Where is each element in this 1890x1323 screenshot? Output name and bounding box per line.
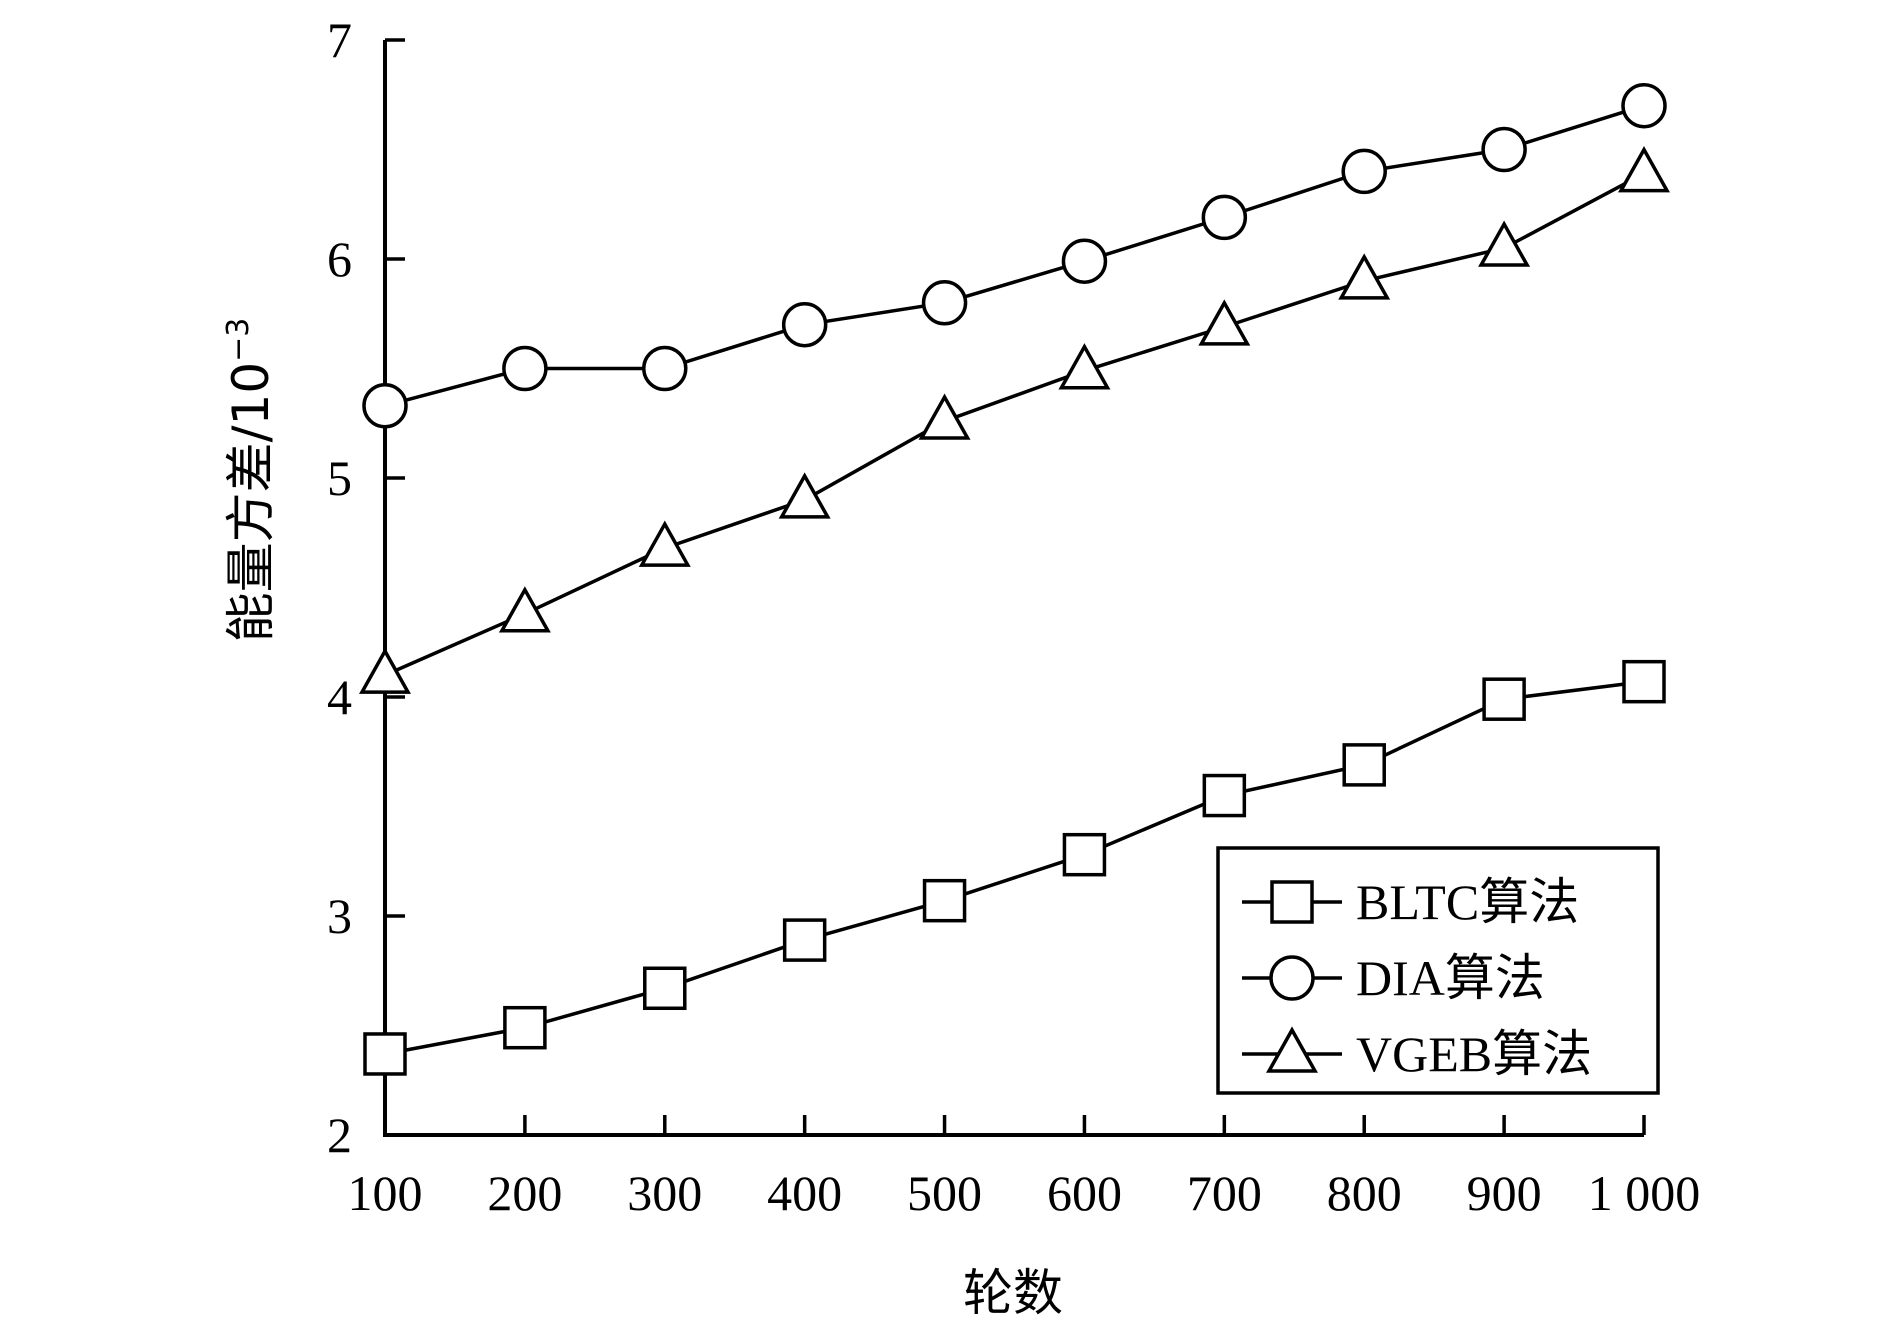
data-point-circle	[921, 280, 968, 326]
series-line	[384, 104, 1645, 408]
legend-label: DIA算法	[1356, 950, 1545, 1006]
y-axis-title-main: 能量方差/10	[222, 362, 280, 642]
series-layer	[359, 82, 1670, 1076]
x-tick-label: 300	[627, 1165, 702, 1221]
data-point-square	[363, 1032, 407, 1076]
y-tick-label: 2	[327, 1107, 352, 1163]
data-point-square	[503, 1005, 547, 1050]
x-axis-title: 轮数	[963, 1264, 1063, 1322]
x-tick-label: 800	[1327, 1165, 1402, 1221]
data-point-square	[1202, 773, 1247, 818]
data-point-circle	[1481, 126, 1527, 173]
data-point-triangle	[1338, 253, 1391, 300]
y-ticks: 2 3 4 5 6 7	[327, 12, 405, 1163]
legend-marker-triangle	[1266, 1026, 1318, 1073]
data-point-square	[643, 966, 687, 1011]
y-tick-label: 3	[327, 888, 352, 944]
y-tick-label: 5	[327, 450, 352, 506]
y-tick-label: 7	[327, 12, 352, 68]
data-point-triangle	[1618, 146, 1670, 193]
x-tick-label: 200	[487, 1165, 562, 1221]
data-point-triangle	[778, 472, 831, 519]
legend-marker-square	[1270, 880, 1314, 924]
y-axis-title-group: 能量方差/10−3	[221, 318, 280, 643]
data-point-square	[922, 878, 967, 923]
data-point-circle	[1061, 238, 1108, 284]
data-point-triangle	[1058, 343, 1111, 390]
data-point-circle	[1201, 194, 1248, 241]
data-point-triangle	[638, 520, 691, 567]
x-tick-label: 600	[1047, 1165, 1122, 1221]
axes	[383, 40, 1644, 1137]
x-tick-label: 1 000	[1588, 1165, 1701, 1221]
series-triangle	[359, 146, 1670, 694]
legend-marker-circle	[1269, 955, 1315, 1001]
data-point-circle	[502, 345, 548, 392]
y-tick-label: 6	[327, 231, 352, 287]
y-tick-label: 4	[327, 669, 352, 725]
data-point-triangle	[359, 647, 411, 694]
legend-label: BLTC算法	[1356, 874, 1579, 930]
legend: BLTC算法 DIA算法 VGEB算法	[1216, 846, 1660, 1095]
data-point-triangle	[1478, 220, 1531, 267]
x-tick-label: 700	[1187, 1165, 1262, 1221]
series-line	[384, 172, 1645, 677]
data-point-circle	[362, 382, 408, 429]
data-point-square	[1062, 832, 1107, 877]
x-ticks: 100 200 300 400 500 600 700 800 900 1 000	[348, 1115, 1701, 1221]
x-tick-label: 400	[767, 1165, 842, 1221]
data-point-circle	[781, 301, 828, 348]
legend-label: VGEB算法	[1356, 1026, 1592, 1082]
series-line	[384, 679, 1645, 1056]
data-point-triangle	[918, 393, 971, 440]
data-point-square	[1622, 659, 1666, 704]
series-circle	[362, 82, 1667, 429]
data-point-circle	[642, 345, 688, 392]
data-point-square	[1342, 743, 1386, 787]
series-square	[363, 659, 1666, 1076]
data-point-triangle	[1198, 299, 1251, 346]
data-point-circle	[1621, 82, 1667, 129]
data-point-circle	[1341, 148, 1387, 195]
x-tick-label: 500	[907, 1165, 982, 1221]
data-point-triangle	[498, 586, 551, 633]
y-axis-title-exponent: −3	[221, 318, 256, 362]
x-tick-label: 100	[348, 1165, 423, 1221]
x-tick-label: 900	[1467, 1165, 1542, 1221]
data-point-square	[1482, 677, 1526, 721]
y-axis-title: 能量方差/10−3	[221, 318, 280, 643]
data-point-square	[782, 918, 827, 962]
